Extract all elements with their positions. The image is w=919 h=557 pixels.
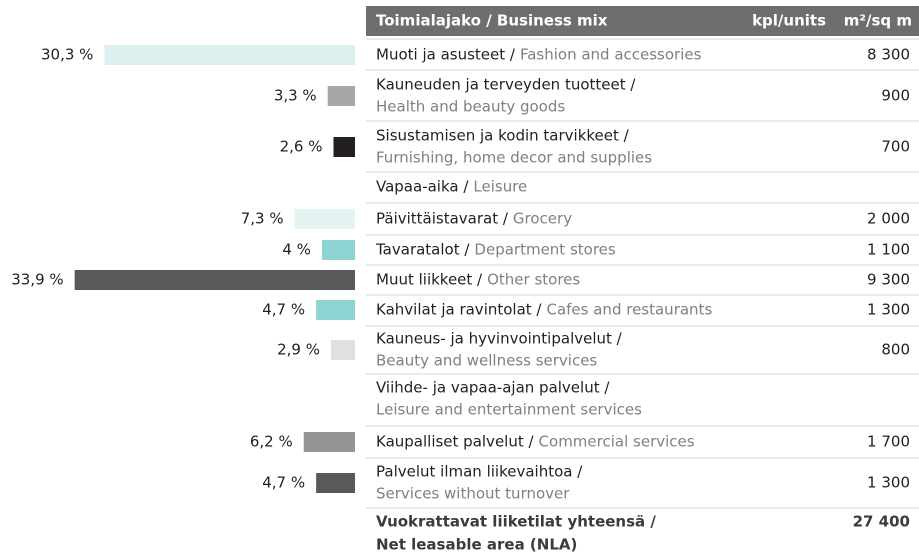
label-en: Services without turnover [376,485,570,503]
label-fi: Kauneus- ja hyvinvointipalvelut / [376,330,623,348]
header-bar [366,6,919,36]
bar [74,270,355,290]
area-value: 2 000 [867,210,910,228]
area-value: 8 300 [867,46,910,64]
label-en: Fashion and accessories [520,46,702,64]
label-fi: Kaupalliset palvelut / [376,433,534,451]
total-en: Net leasable area (NLA) [376,536,577,554]
label-en: Department stores [474,241,615,259]
header-units: kpl/units [752,12,826,30]
bar-label: 30,3 % [41,46,93,64]
bar-label: 4 % [282,241,311,259]
total-fi: Vuokrattavat liiketilat yhteensä / [376,513,656,531]
bar-label: 3,3 % [274,87,317,105]
bar [321,240,355,260]
bar [316,300,355,320]
label-en: Cafes and restaurants [546,301,712,319]
bar-label: 33,9 % [11,271,63,289]
area-value: 900 [881,87,910,105]
bar-label: 4,7 % [262,474,305,492]
label-en: Beauty and wellness services [376,352,597,370]
header-title: Toimialajako / Business mix [376,12,608,30]
bar [327,86,355,106]
bar [333,137,355,157]
label-en: Grocery [513,210,572,228]
label-en: Health and beauty goods [376,98,565,116]
label-en: Leisure and entertainment services [376,401,642,419]
area-value: 1 300 [867,474,910,492]
label-fi: Vapaa-aika / [376,178,469,196]
area-value: 700 [881,138,910,156]
label-fi: Kauneuden ja terveyden tuotteet / [376,76,636,94]
label-fi: Päivittäistavarat / [376,210,509,228]
bar [104,45,355,65]
header-area: m²/sq m [844,12,912,30]
area-value: 800 [881,341,910,359]
bar-label: 6,2 % [250,433,293,451]
label-fi: Muut liikkeet / [376,271,483,289]
bar [294,209,355,229]
label-fi: Kahvilat ja ravintolat / [376,301,542,319]
label-en: Furnishing, home decor and supplies [376,149,652,167]
area-value: 1 700 [867,433,910,451]
total-area: 27 400 [853,513,910,531]
label-fi: Sisustamisen ja kodin tarvikkeet / [376,127,630,145]
label-fi: Viihde- ja vapaa-ajan palvelut / [376,379,610,397]
bar-label: 2,6 % [280,138,323,156]
bar [331,340,355,360]
bar [316,473,355,493]
label-fi: Palvelut ilman liikevaihtoa / [376,463,583,481]
area-value: 1 300 [867,301,910,319]
bar-label: 2,9 % [277,341,320,359]
bar-label: 7,3 % [241,210,284,228]
label-fi: Muoti ja asusteet / [376,46,516,64]
label-en: Other stores [487,271,580,289]
label-en: Leisure [473,178,527,196]
label-en: Commercial services [539,433,695,451]
area-value: 1 100 [867,241,910,259]
bar [303,432,355,452]
bar-label: 4,7 % [262,301,305,319]
label-fi: Tavaratalot / [375,241,470,259]
area-value: 9 300 [867,271,910,289]
